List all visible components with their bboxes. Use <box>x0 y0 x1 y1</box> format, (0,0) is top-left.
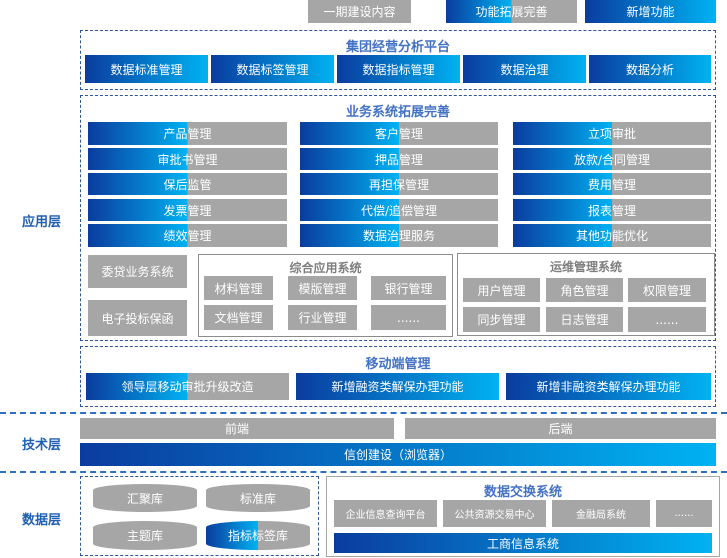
business-function-item: 产品管理 <box>88 122 287 145</box>
business-function-item: 数据治理服务 <box>300 224 498 247</box>
data-exchange-title: 数据交换系统 <box>483 485 562 500</box>
business-function-item: 发票管理 <box>88 199 287 221</box>
integrated-system-box <box>198 254 453 337</box>
business-function-item: 立项审批 <box>513 122 711 145</box>
legend-existing: 一期建设内容 <box>308 0 411 23</box>
integrated-item: 文档管理 <box>204 305 273 330</box>
group-platform-section <box>80 30 716 90</box>
frontend-box: 前端 <box>80 418 394 439</box>
business-info-system: 工商信息系统 <box>334 533 712 553</box>
standalone-system: 委贷业务系统 <box>88 255 187 288</box>
database-cylinder: 主题库 <box>93 521 197 550</box>
ops-item: ...... <box>628 307 706 332</box>
exchange-item: 金融局系统 <box>552 500 650 527</box>
mobile-title: 移动端管理 <box>365 357 431 372</box>
data-exchange-box <box>326 476 720 557</box>
business-function-item: 绩效管理 <box>88 224 287 247</box>
group-platform-title: 集团经营分析平台 <box>345 40 450 55</box>
mobile-item: 新增融资类解保办理功能 <box>296 373 499 400</box>
legend-enhanced: 功能拓展完善 <box>446 0 577 23</box>
platform-item: 数据治理 <box>463 55 586 83</box>
platform-item: 数据指标管理 <box>337 55 460 83</box>
business-function-item: 客户管理 <box>300 122 498 145</box>
platform-item: 数据标准管理 <box>85 55 208 83</box>
business-function-item: 保后监管 <box>88 173 287 195</box>
ops-system-box <box>457 253 715 336</box>
backend-box: 后端 <box>405 418 716 439</box>
integrated-item: ...... <box>371 305 446 330</box>
database-cylinder: 汇聚库 <box>93 484 197 512</box>
platform-item: 数据分析 <box>589 55 711 83</box>
exchange-item: 公共资源交易中心 <box>443 500 546 527</box>
database-section <box>80 476 319 556</box>
mobile-item: 领导层移动审批升级改造 <box>86 373 289 400</box>
layer-data-label: 数据层 <box>22 513 62 528</box>
integrated-item: 模版管理 <box>288 276 357 300</box>
ops-item: 权限管理 <box>628 278 706 302</box>
integrated-item: 材料管理 <box>204 276 273 300</box>
integrated-item: 银行管理 <box>371 276 446 300</box>
business-function-item: 报表管理 <box>513 199 711 221</box>
exchange-item: ...... <box>656 500 712 527</box>
ops-item: 日志管理 <box>546 307 623 332</box>
business-section <box>80 95 716 341</box>
business-function-item: 审批书管理 <box>88 148 287 170</box>
layer-divider <box>0 471 727 473</box>
business-function-item: 代偿/追偿管理 <box>300 199 498 221</box>
ops-system-title: 运维管理系统 <box>549 260 622 274</box>
business-function-item: 押品管理 <box>300 148 498 170</box>
database-cylinder: 标准库 <box>206 484 310 512</box>
standalone-system: 电子投标保函 <box>88 300 187 336</box>
mobile-item: 新增非融资类解保办理功能 <box>506 373 711 400</box>
layer-application-label: 应用层 <box>22 215 62 230</box>
exchange-item: 企业信息查询平台 <box>334 500 437 527</box>
business-function-item: 费用管理 <box>513 173 711 195</box>
platform-item: 数据标签管理 <box>211 55 334 83</box>
ops-item: 角色管理 <box>546 278 623 302</box>
legend-new: 新增功能 <box>585 0 716 23</box>
integrated-system-title: 综合应用系统 <box>289 261 362 275</box>
database-cylinder: 指标标签库 <box>206 521 310 550</box>
business-function-item: 放款/合同管理 <box>513 148 711 170</box>
mobile-section <box>80 346 716 407</box>
ops-item: 同步管理 <box>463 307 540 332</box>
layer-technology-label: 技术层 <box>22 438 62 453</box>
business-function-item: 其他功能优化 <box>513 224 711 247</box>
business-function-item: 再担保管理 <box>300 173 498 195</box>
ops-item: 用户管理 <box>463 278 540 302</box>
integrated-item: 行业管理 <box>288 305 357 330</box>
xinchuang-box: 信创建设（浏览器） <box>80 443 716 466</box>
layer-divider <box>0 412 727 414</box>
business-title: 业务系统拓展完善 <box>345 105 450 120</box>
